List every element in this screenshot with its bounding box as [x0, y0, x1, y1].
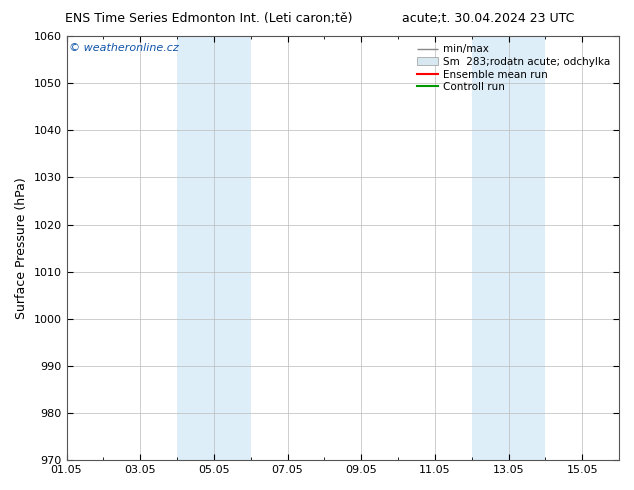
Text: acute;t. 30.04.2024 23 UTC: acute;t. 30.04.2024 23 UTC	[402, 12, 574, 25]
Bar	[472, 36, 545, 460]
Text: ENS Time Series Edmonton Int. (Leti caron;tě): ENS Time Series Edmonton Int. (Leti caro…	[65, 12, 353, 25]
Text: © weatheronline.cz: © weatheronline.cz	[69, 43, 179, 52]
Legend: min/max, Sm  283;rodatn acute; odchylka, Ensemble mean run, Controll run: min/max, Sm 283;rodatn acute; odchylka, …	[414, 41, 614, 96]
Y-axis label: Surface Pressure (hPa): Surface Pressure (hPa)	[15, 177, 28, 319]
Bar	[177, 36, 250, 460]
